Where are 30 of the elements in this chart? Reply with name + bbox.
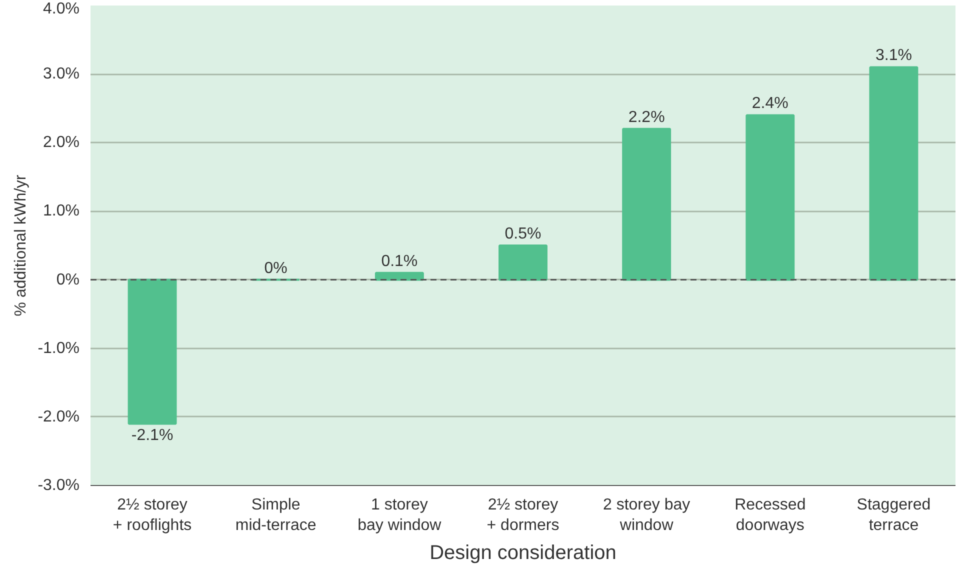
data-label: 0.1% xyxy=(381,252,418,270)
data-label: -2.1% xyxy=(131,426,174,444)
y-tick-label: -3.0% xyxy=(38,477,80,494)
y-axis-title: % additional kWh/yr xyxy=(12,174,30,316)
data-label: 3.1% xyxy=(875,47,912,64)
x-tick-label: 2½ storey + dormers xyxy=(486,496,560,534)
x-tick-label: 1 storey bay window xyxy=(358,496,442,534)
data-label: 2.4% xyxy=(752,95,788,112)
y-tick-label: 3.0% xyxy=(43,66,80,83)
bar xyxy=(869,66,918,281)
y-tick-label: 2.0% xyxy=(43,134,80,152)
x-axis-title: Design consideration xyxy=(430,542,616,564)
y-tick-label: 0% xyxy=(56,271,80,288)
y-tick-label: 4.0% xyxy=(43,0,80,18)
data-label: 2.2% xyxy=(628,108,665,126)
bar xyxy=(622,128,672,281)
bar xyxy=(128,278,177,425)
data-label: 0% xyxy=(264,260,288,277)
x-tick-label: Staggered terrace xyxy=(856,496,931,534)
x-tick-label: 2½ storey + rooflights xyxy=(112,496,192,534)
data-label: 0.5% xyxy=(504,226,542,242)
y-tick-label: -2.0% xyxy=(38,408,80,426)
x-tick-label: 2 storey bay window xyxy=(602,496,690,534)
bar xyxy=(374,272,424,281)
bar xyxy=(498,244,548,281)
y-tick-label: -1.0% xyxy=(38,340,80,357)
bar xyxy=(746,114,795,281)
x-tick-label: Simple mid-terrace xyxy=(235,496,316,534)
x-tick-label: Recessed doorways xyxy=(734,496,806,534)
y-tick-label: 1.0% xyxy=(43,202,80,220)
